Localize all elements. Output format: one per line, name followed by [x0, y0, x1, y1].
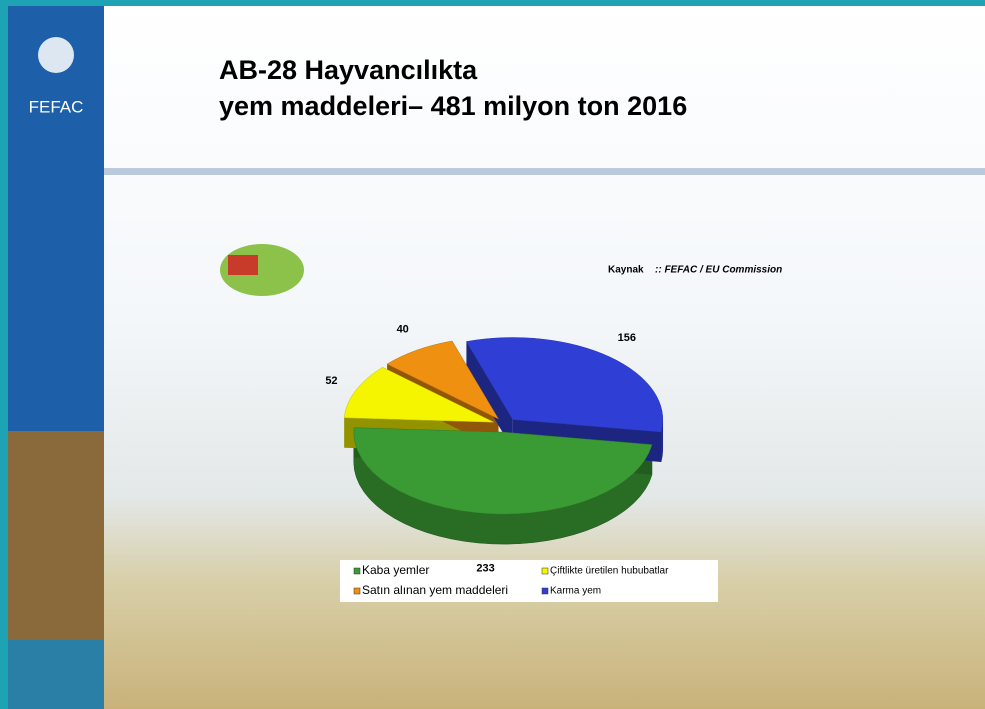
slide: FEFAC AB-28 Hayvancılıkta yem maddeleri–… [0, 0, 985, 709]
logo-icon [38, 37, 74, 73]
data-label: 233 [476, 562, 494, 574]
chart: FEFAC AB-28 Hayvancılıkta yem maddeleri–… [0, 0, 985, 709]
data-label: 52 [325, 375, 337, 387]
chart-title: AB-28 Hayvancılıkta [219, 55, 478, 85]
divider [104, 168, 985, 175]
legend-swatch [542, 568, 548, 574]
legend-swatch [354, 568, 360, 574]
left-border [0, 0, 8, 709]
legend-swatch [542, 588, 548, 594]
chart-subtitle: yem maddeleri– 481 milyon ton 2016 [219, 91, 687, 121]
legend-label: Çiftlikte üretilen hububatlar [550, 566, 669, 577]
data-label: 40 [397, 323, 409, 335]
legend-label: Karma yem [550, 586, 601, 597]
sidebar-photo [8, 640, 104, 709]
source: :: FEFAC / EU Commission [655, 265, 782, 276]
farm-barn [228, 255, 258, 275]
source-label: Kaynak [608, 265, 644, 276]
data-label: 156 [618, 332, 636, 344]
legend-label: Kaba yemler [362, 563, 429, 577]
legend-label: Satın alınan yem maddeleri [362, 583, 508, 597]
legend-swatch [354, 588, 360, 594]
logo-text: FEFAC [29, 97, 84, 116]
top-border [0, 0, 985, 6]
